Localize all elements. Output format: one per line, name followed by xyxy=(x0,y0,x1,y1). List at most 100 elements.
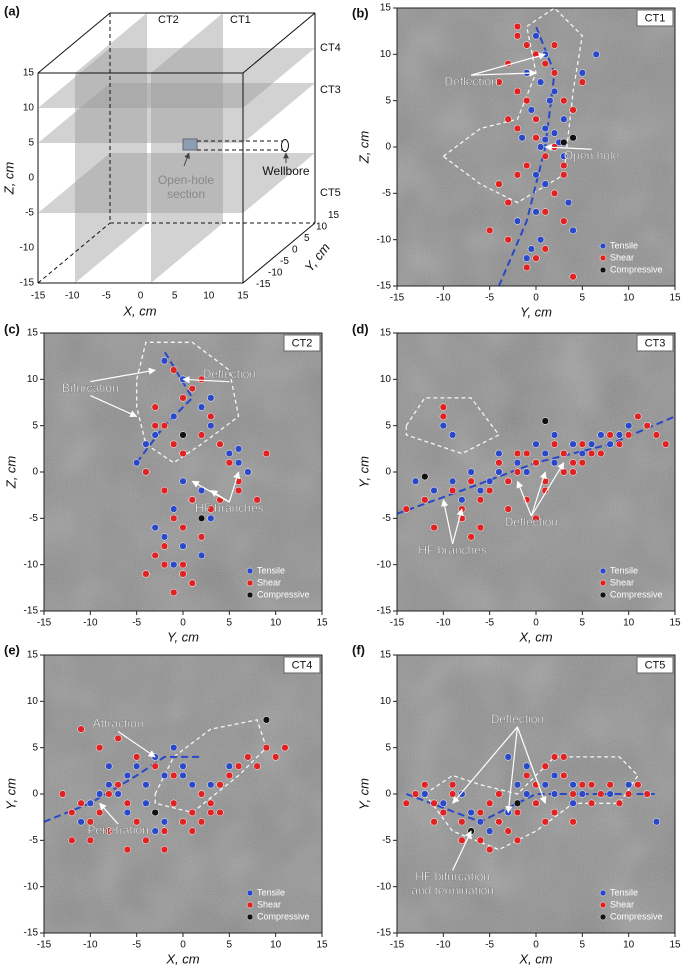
legend-label: Shear xyxy=(610,252,634,262)
event-point xyxy=(560,449,568,458)
legend-label: Compressive xyxy=(610,264,663,274)
event-point xyxy=(262,744,271,752)
event-point xyxy=(513,32,522,40)
event-point xyxy=(564,198,573,207)
event-point xyxy=(513,808,522,817)
x-tick-label: 10 xyxy=(270,940,282,951)
event-point xyxy=(578,459,586,467)
event-point xyxy=(216,440,224,448)
y-tick-label: 15 xyxy=(328,210,340,221)
panel-label: (b) xyxy=(352,5,369,20)
event-point xyxy=(188,496,196,504)
y-tick-label: 10 xyxy=(27,374,39,385)
y-tick-label: 10 xyxy=(316,222,328,233)
event-point xyxy=(105,762,113,770)
panel-label: (e) xyxy=(4,642,20,657)
event-point xyxy=(123,808,132,817)
tag-box xyxy=(283,334,321,352)
annotation-arrow xyxy=(452,726,518,804)
event-point xyxy=(439,412,447,421)
event-point xyxy=(160,771,169,780)
event-point xyxy=(495,459,503,467)
x-tick-label: 15 xyxy=(669,618,681,629)
event-point xyxy=(430,818,438,826)
x-tick-label: 15 xyxy=(669,940,681,951)
legend-label: Shear xyxy=(610,899,634,909)
event-point xyxy=(504,115,512,123)
event-point xyxy=(541,781,549,789)
event-point xyxy=(560,152,568,160)
event-point xyxy=(569,106,577,114)
y-tick-label: -5 xyxy=(29,513,38,524)
event-point xyxy=(532,32,540,40)
event-point xyxy=(532,799,540,807)
x-tick-label: 15 xyxy=(316,618,328,629)
annotation-arrow xyxy=(530,462,565,517)
event-point xyxy=(504,753,512,761)
y-tick-label: 0 xyxy=(385,142,391,153)
tag: CT2 xyxy=(292,337,313,349)
cube-edge xyxy=(242,12,316,74)
event-point xyxy=(197,514,206,522)
annotation-arrow xyxy=(228,471,241,503)
event-point xyxy=(188,384,196,393)
event-point xyxy=(272,753,280,761)
plane-label: CT5 xyxy=(320,187,341,199)
event-point xyxy=(569,459,577,467)
y-axis-label: Z, cm xyxy=(356,131,371,165)
event-point xyxy=(606,440,614,448)
event-point xyxy=(160,827,169,835)
z-tick-label: -5 xyxy=(25,208,34,219)
event-point xyxy=(142,468,150,476)
z-tick-label: 10 xyxy=(23,103,35,114)
event-point xyxy=(513,468,522,476)
event-point xyxy=(151,422,159,430)
event-point xyxy=(541,818,549,826)
event-point xyxy=(569,790,577,798)
tag: CT3 xyxy=(645,337,666,349)
event-point xyxy=(197,533,206,541)
event-point xyxy=(188,827,196,835)
event-point xyxy=(170,366,178,374)
event-point xyxy=(179,523,187,532)
open-hole xyxy=(182,138,198,151)
legend-label: Shear xyxy=(610,577,634,587)
event-point xyxy=(197,403,206,411)
y-tick-label: -15 xyxy=(377,928,392,939)
event-point xyxy=(652,818,661,826)
event-point xyxy=(244,468,252,476)
event-point xyxy=(170,440,178,448)
y-tick-label: -5 xyxy=(382,188,391,199)
event-point xyxy=(560,97,568,105)
event-point xyxy=(225,771,233,780)
y-axis-label: Y, cm xyxy=(356,456,371,488)
y-tick-label: -15 xyxy=(377,606,392,617)
event-point xyxy=(439,799,447,807)
event-point xyxy=(123,845,132,854)
event-point xyxy=(216,781,224,789)
x-tick-label: -15 xyxy=(31,291,46,302)
annotation-arrow xyxy=(471,69,537,77)
event-point xyxy=(170,744,178,752)
legend-marker xyxy=(246,889,254,897)
event-point xyxy=(523,254,531,262)
event-point xyxy=(550,753,559,761)
event-point xyxy=(560,138,568,147)
event-point xyxy=(569,468,577,476)
y-tick-label: -15 xyxy=(24,606,39,617)
event-point xyxy=(541,762,549,770)
event-point xyxy=(421,496,429,504)
wellbore-label: Wellbore xyxy=(262,164,309,178)
cube-edge xyxy=(242,222,316,284)
event-point xyxy=(160,422,169,430)
event-point xyxy=(133,818,141,826)
event-point xyxy=(114,734,122,743)
y-axis-label: Y, cm xyxy=(356,778,371,810)
annotation-arrow xyxy=(470,52,546,76)
event-point xyxy=(541,135,549,144)
legend-label: Tensile xyxy=(610,565,638,575)
event-point xyxy=(281,744,289,752)
x-tick-label: 0 xyxy=(180,940,186,951)
y-tick-label: 0 xyxy=(32,467,38,478)
legend-marker xyxy=(246,567,254,575)
